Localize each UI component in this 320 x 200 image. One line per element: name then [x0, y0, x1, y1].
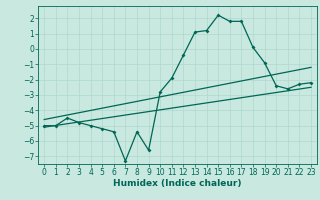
X-axis label: Humidex (Indice chaleur): Humidex (Indice chaleur) [113, 179, 242, 188]
